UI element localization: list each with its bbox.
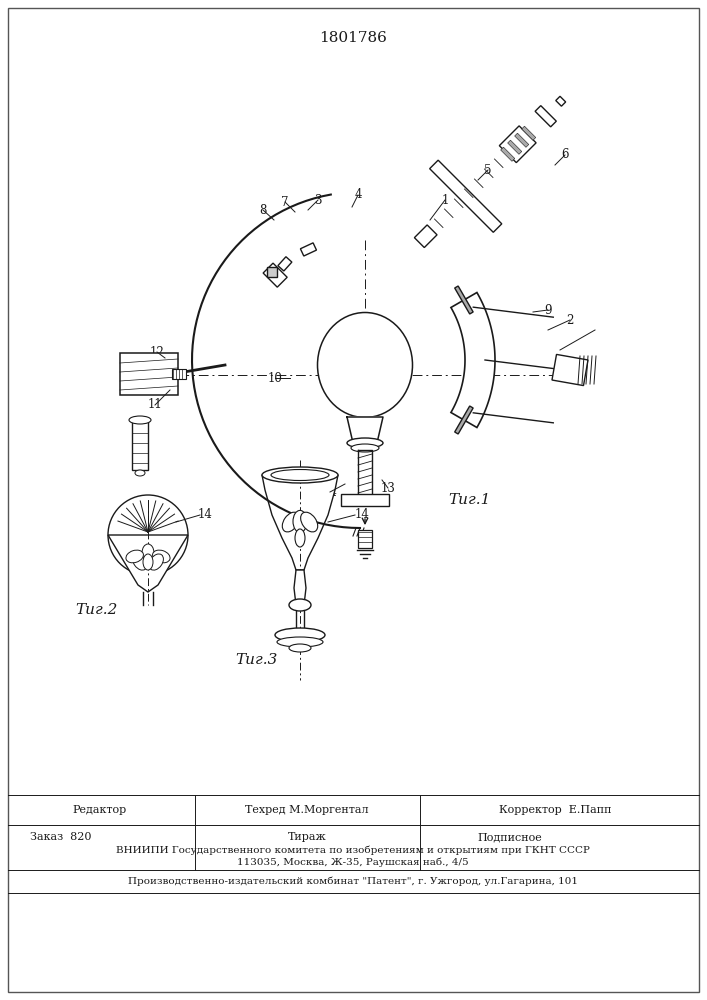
Text: 5: 5: [484, 163, 492, 176]
Polygon shape: [278, 257, 292, 271]
Ellipse shape: [289, 644, 311, 652]
Bar: [120, 353, 178, 395]
Ellipse shape: [153, 550, 170, 563]
Ellipse shape: [135, 470, 145, 476]
Polygon shape: [455, 406, 473, 434]
Polygon shape: [108, 535, 188, 592]
Text: ВНИИПИ Государственного комитета по изобретениям и открытиям при ГКНТ СССР: ВНИИПИ Государственного комитета по изоб…: [116, 845, 590, 855]
Ellipse shape: [126, 550, 144, 563]
Polygon shape: [347, 417, 383, 443]
Bar: [132, 420, 148, 470]
Text: 113035, Москва, Ж-35, Раушская наб., 4/5: 113035, Москва, Ж-35, Раушская наб., 4/5: [237, 857, 469, 867]
Text: 11: 11: [148, 398, 163, 412]
Text: 14: 14: [197, 508, 212, 522]
Ellipse shape: [129, 416, 151, 424]
Polygon shape: [508, 140, 522, 154]
Bar: [358, 530, 372, 548]
Text: Производственно-издательский комбинат "Патент", г. Ужгород, ул.Гагарина, 101: Производственно-издательский комбинат "П…: [128, 877, 578, 886]
Polygon shape: [501, 147, 515, 161]
Text: Τиг.1: Τиг.1: [448, 493, 491, 507]
Polygon shape: [499, 126, 536, 163]
Text: Редактор: Редактор: [73, 805, 127, 815]
Text: Корректор  Е.Папп: Корректор Е.Папп: [498, 805, 612, 815]
Text: 8: 8: [259, 204, 267, 217]
Polygon shape: [300, 243, 317, 256]
Ellipse shape: [282, 512, 299, 532]
Text: 9: 9: [544, 304, 551, 316]
Ellipse shape: [149, 554, 163, 570]
Text: 10: 10: [267, 371, 282, 384]
Polygon shape: [515, 133, 529, 147]
Polygon shape: [552, 354, 588, 386]
Polygon shape: [430, 160, 502, 232]
Polygon shape: [522, 126, 536, 140]
Text: Τиг.2: Τиг.2: [75, 603, 117, 617]
Ellipse shape: [108, 495, 188, 575]
Polygon shape: [556, 96, 566, 106]
Text: 1: 1: [441, 194, 449, 207]
Text: 14: 14: [355, 508, 370, 520]
Polygon shape: [263, 263, 287, 287]
Text: 12: 12: [150, 346, 164, 359]
Ellipse shape: [351, 444, 379, 452]
Polygon shape: [267, 267, 277, 277]
Text: Техред М.Моргентал: Техред М.Моргентал: [245, 805, 369, 815]
Polygon shape: [535, 106, 556, 127]
Text: Τиг.3: Τиг.3: [235, 653, 277, 667]
Polygon shape: [451, 292, 495, 428]
Polygon shape: [358, 450, 372, 500]
Text: Подписное: Подписное: [478, 832, 542, 842]
Text: 7: 7: [281, 196, 288, 209]
Ellipse shape: [317, 312, 412, 418]
Ellipse shape: [133, 554, 147, 570]
Ellipse shape: [277, 637, 323, 647]
Text: 4: 4: [354, 188, 362, 202]
Polygon shape: [262, 475, 338, 570]
Ellipse shape: [289, 599, 311, 611]
Bar: [172, 369, 186, 379]
Ellipse shape: [295, 529, 305, 547]
Ellipse shape: [293, 510, 307, 532]
Text: 2: 2: [566, 314, 573, 326]
Text: 3: 3: [314, 194, 322, 207]
Polygon shape: [294, 570, 306, 605]
Polygon shape: [455, 286, 473, 314]
Text: 13: 13: [380, 482, 395, 494]
Text: Заказ  820: Заказ 820: [30, 832, 91, 842]
Ellipse shape: [143, 554, 153, 570]
Ellipse shape: [300, 512, 317, 532]
Bar: [341, 494, 389, 506]
Ellipse shape: [347, 438, 383, 448]
Ellipse shape: [262, 467, 338, 483]
Text: 14: 14: [322, 486, 337, 498]
Polygon shape: [414, 225, 437, 248]
Ellipse shape: [142, 544, 154, 562]
Text: 1801786: 1801786: [319, 31, 387, 45]
Ellipse shape: [275, 628, 325, 642]
Text: 6: 6: [561, 148, 568, 161]
Ellipse shape: [271, 470, 329, 481]
Text: Тираж: Тираж: [288, 832, 327, 842]
